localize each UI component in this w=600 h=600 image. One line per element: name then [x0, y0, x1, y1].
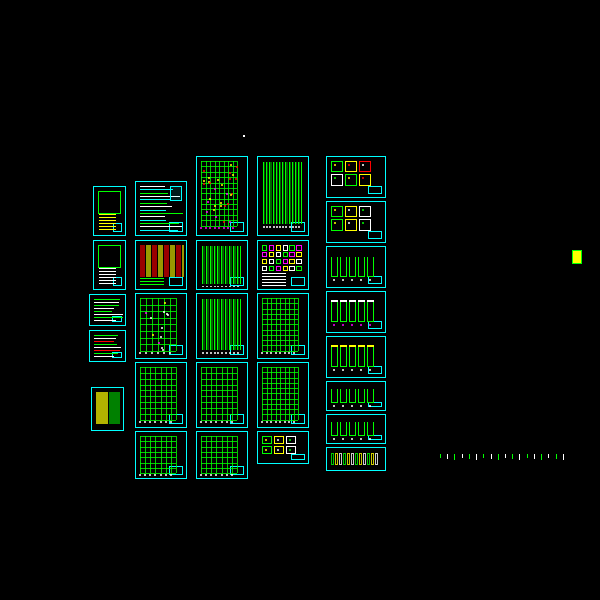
drawing-sheet[interactable] — [257, 431, 309, 464]
drawing-sheet[interactable] — [326, 246, 386, 288]
drawing-sheet[interactable] — [326, 414, 386, 444]
drawing-sheet[interactable] — [196, 240, 248, 290]
drawing-sheet[interactable] — [135, 240, 187, 290]
cad-model-space[interactable] — [0, 0, 600, 600]
center-mark — [243, 135, 245, 137]
drawing-sheet[interactable] — [135, 293, 187, 359]
drawing-sheet[interactable] — [326, 156, 386, 198]
drawing-sheet[interactable] — [135, 431, 187, 479]
drawing-sheet[interactable] — [257, 156, 309, 236]
drawing-sheet[interactable] — [91, 387, 124, 431]
drawing-sheet[interactable] — [196, 293, 248, 359]
drawing-sheet[interactable] — [257, 240, 309, 290]
drawing-sheet[interactable] — [196, 156, 248, 236]
drawing-sheet[interactable] — [326, 447, 386, 471]
drawing-sheet[interactable] — [257, 293, 309, 359]
drawing-sheet[interactable] — [135, 362, 187, 428]
drawing-sheet[interactable] — [135, 181, 187, 236]
drawing-sheet[interactable] — [257, 362, 309, 428]
drawing-sheet[interactable] — [93, 240, 126, 290]
drawing-sheet[interactable] — [326, 336, 386, 378]
drawing-sheet[interactable] — [89, 294, 126, 326]
drawing-sheet[interactable] — [326, 291, 386, 333]
drawing-sheet[interactable] — [326, 381, 386, 411]
scale-ruler — [440, 454, 570, 462]
drawing-sheet[interactable] — [93, 186, 126, 236]
drawing-sheet[interactable] — [196, 362, 248, 428]
drawing-sheet[interactable] — [196, 431, 248, 479]
drawing-sheet[interactable] — [326, 201, 386, 243]
viewport-marker — [572, 250, 582, 264]
drawing-sheet[interactable] — [89, 330, 126, 362]
